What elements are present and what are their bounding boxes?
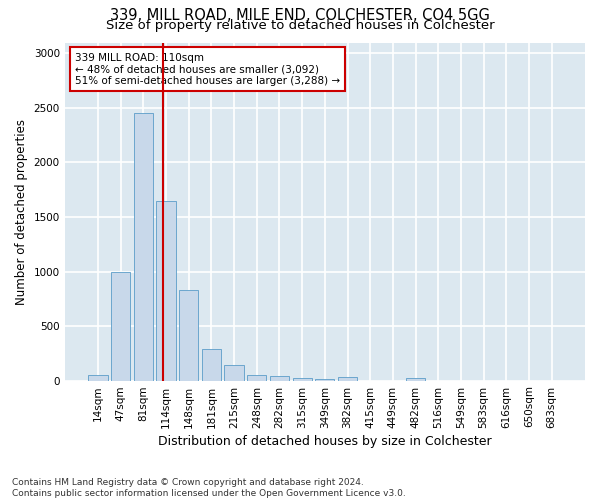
Bar: [157, 200, 176, 380]
Bar: [111, 272, 130, 380]
Text: 339, MILL ROAD, MILE END, COLCHESTER, CO4 5GG: 339, MILL ROAD, MILE END, COLCHESTER, CO…: [110, 8, 490, 22]
Bar: [134, 114, 153, 380]
Bar: [202, 349, 221, 380]
Bar: [88, 374, 107, 380]
Text: 339 MILL ROAD: 110sqm
← 48% of detached houses are smaller (3,092)
51% of semi-d: 339 MILL ROAD: 110sqm ← 48% of detached …: [75, 52, 340, 86]
Bar: [293, 378, 312, 380]
Text: Contains HM Land Registry data © Crown copyright and database right 2024.
Contai: Contains HM Land Registry data © Crown c…: [12, 478, 406, 498]
X-axis label: Distribution of detached houses by size in Colchester: Distribution of detached houses by size …: [158, 434, 491, 448]
Y-axis label: Number of detached properties: Number of detached properties: [15, 118, 28, 304]
Bar: [315, 379, 334, 380]
Bar: [179, 290, 199, 380]
Bar: [338, 378, 357, 380]
Bar: [247, 374, 266, 380]
Bar: [270, 376, 289, 380]
Bar: [406, 378, 425, 380]
Bar: [224, 365, 244, 380]
Text: Size of property relative to detached houses in Colchester: Size of property relative to detached ho…: [106, 18, 494, 32]
